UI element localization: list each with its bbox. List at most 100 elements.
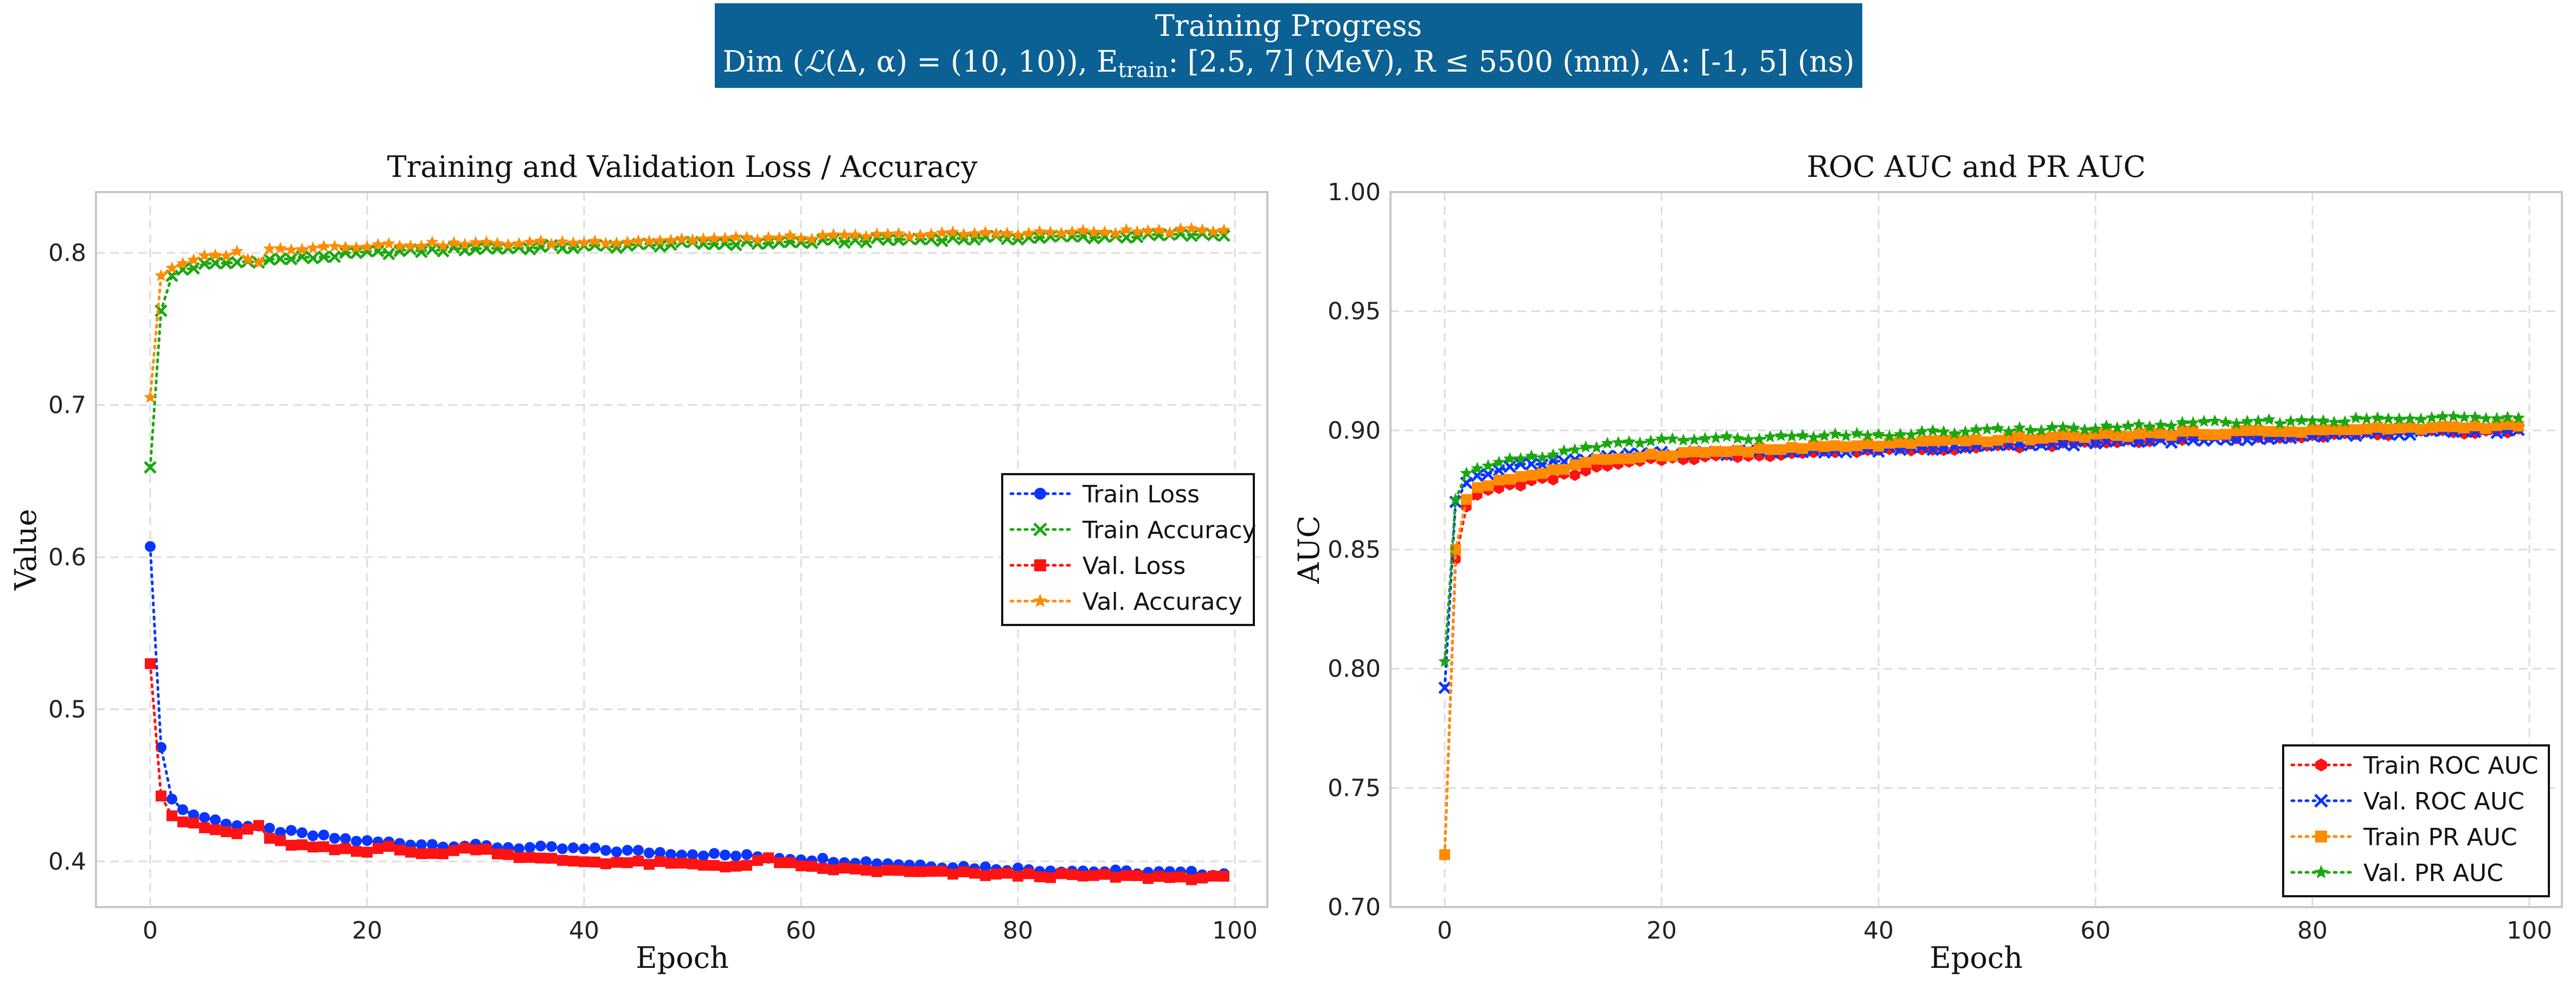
data-point — [2199, 429, 2209, 440]
data-point — [664, 233, 677, 246]
data-point — [427, 848, 438, 859]
data-point — [838, 236, 851, 249]
data-point — [860, 235, 873, 249]
data-point — [514, 843, 524, 854]
data-point — [362, 846, 373, 858]
series-val-loss — [145, 658, 1229, 885]
data-point — [1066, 229, 1079, 243]
data-point — [806, 860, 817, 872]
data-point — [1915, 425, 1928, 437]
x-tick-label: 40 — [1863, 917, 1894, 945]
data-point — [545, 237, 558, 250]
data-point — [318, 830, 329, 841]
data-point — [1872, 427, 1885, 440]
data-point — [1514, 452, 1527, 464]
data-point — [2133, 428, 2144, 439]
data-point — [2112, 430, 2123, 441]
header-subtitle: Dim (ℒ(Δ, α) = (10, 10)), Etrain: [2.5, … — [722, 44, 1854, 82]
data-point — [1110, 872, 1121, 883]
data-point — [1992, 435, 2003, 446]
data-point — [166, 810, 177, 821]
data-point — [437, 239, 450, 252]
data-point — [1895, 437, 1906, 448]
data-point — [188, 818, 199, 829]
data-point — [589, 842, 600, 853]
data-point — [523, 243, 536, 256]
data-point — [426, 235, 439, 248]
x-tick-label: 60 — [2080, 917, 2111, 945]
legend-label: Val. Accuracy — [1082, 588, 1242, 616]
data-point — [2253, 425, 2264, 436]
y-tick-label: 0.90 — [1328, 417, 1381, 444]
data-point — [1515, 480, 1526, 492]
data-point — [2307, 424, 2318, 436]
data-point — [2273, 417, 2286, 429]
data-point — [491, 237, 504, 249]
data-point — [1076, 229, 1090, 243]
data-point — [1526, 469, 1537, 481]
legend-label: Train Accuracy — [1082, 516, 1256, 544]
y-tick-label: 0.4 — [48, 848, 86, 876]
data-point — [1819, 441, 1830, 452]
data-point — [2101, 427, 2112, 439]
data-point — [317, 240, 330, 252]
data-point — [427, 839, 438, 850]
data-point — [1142, 224, 1155, 237]
legend-marker — [1033, 522, 1047, 537]
data-point — [2447, 410, 2460, 422]
data-point — [199, 822, 210, 833]
plot-frame — [1389, 191, 2563, 908]
data-point — [1217, 223, 1231, 236]
data-point — [241, 252, 254, 265]
data-point — [579, 856, 589, 867]
data-point — [644, 847, 655, 859]
data-point — [1537, 468, 1548, 479]
data-point — [350, 246, 363, 259]
data-point — [2502, 419, 2513, 430]
data-point — [589, 857, 600, 868]
data-point — [622, 845, 633, 856]
data-point — [1185, 229, 1198, 243]
data-point — [2425, 411, 2438, 424]
data-point — [1645, 449, 1656, 460]
data-point — [2490, 412, 2503, 424]
data-point — [1034, 871, 1045, 883]
data-point — [644, 859, 655, 870]
data-point — [480, 235, 493, 248]
data-point — [415, 245, 428, 258]
data-point — [1013, 871, 1023, 882]
data-point — [350, 241, 363, 253]
data-point — [2176, 416, 2189, 428]
data-point — [339, 246, 352, 259]
data-point — [2371, 411, 2384, 424]
data-point — [285, 252, 298, 266]
data-point — [1894, 427, 1907, 440]
data-point — [2426, 422, 2437, 433]
data-point — [1937, 425, 1950, 437]
data-point — [1917, 436, 1927, 447]
data-point — [371, 238, 385, 250]
data-point — [1066, 225, 1079, 238]
data-point — [2415, 424, 2426, 435]
data-point — [230, 244, 243, 257]
data-point — [220, 257, 233, 270]
data-point — [579, 843, 589, 854]
data-point — [361, 240, 374, 253]
data-point — [523, 235, 536, 248]
data-point — [252, 256, 265, 269]
y-tick-label: 0.8 — [48, 239, 86, 267]
data-point — [2111, 421, 2124, 433]
data-point — [816, 228, 829, 241]
data-point — [1776, 444, 1786, 455]
data-point — [1580, 457, 1591, 468]
data-point — [2382, 412, 2395, 425]
tick-labels: 0 20 40 60 80 100 0.70 0.75 0.80 0.85 0.90 0.95 1.00 — [1328, 178, 2552, 945]
data-point — [340, 833, 351, 844]
data-point — [297, 839, 307, 851]
data-point — [2197, 414, 2210, 427]
data-point — [2296, 426, 2307, 438]
data-point — [872, 866, 882, 877]
data-point — [2036, 432, 2047, 444]
data-point — [1656, 450, 1667, 462]
data-point — [230, 256, 243, 269]
